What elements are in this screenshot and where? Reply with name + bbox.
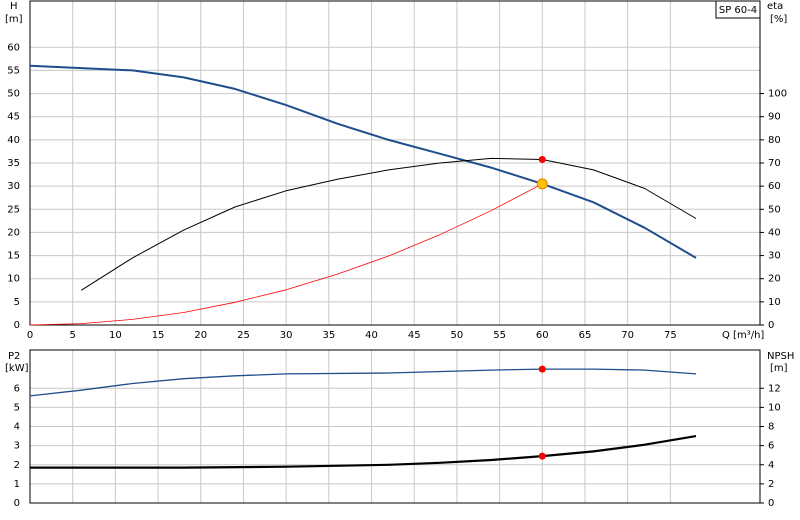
duty-point <box>538 452 546 460</box>
y-tick-label: 0 <box>14 320 20 331</box>
plot-frame <box>29 0 761 326</box>
y2-tick-label: 60 <box>768 181 781 192</box>
x-tick-label: 20 <box>194 330 207 341</box>
curve <box>29 64 697 259</box>
curve <box>30 435 697 469</box>
y-tick-label: 15 <box>7 251 20 262</box>
duty-point <box>536 178 548 190</box>
y-tick-label: 20 <box>7 227 20 238</box>
y2-tick-label: 8 <box>768 422 774 433</box>
y-label: H <box>10 1 18 12</box>
y-tick-label: 45 <box>7 112 20 123</box>
y-tick-label: 0 <box>14 498 20 509</box>
x-tick-label: 25 <box>237 330 250 341</box>
plot-frame <box>29 349 761 504</box>
x-label: Q [m³/h] <box>722 330 764 341</box>
y2-tick-label: 2 <box>768 479 774 490</box>
x-tick-label: 75 <box>664 330 677 341</box>
x-tick-label: 45 <box>408 330 421 341</box>
y-tick-label: 40 <box>7 135 20 146</box>
y-tick-label: 50 <box>7 89 20 100</box>
y-tick-label: 35 <box>7 158 20 169</box>
y-unit: [kW] <box>5 363 29 374</box>
y2-tick-label: 20 <box>768 274 781 285</box>
y-tick-label: 5 <box>14 297 20 308</box>
y2-tick-label: 12 <box>768 383 781 394</box>
y2-unit: [m] <box>770 363 788 374</box>
y2-tick-label: 30 <box>768 251 781 262</box>
y2-tick-label: 70 <box>768 158 781 169</box>
y-tick-label: 4 <box>14 422 20 433</box>
y2-tick-label: 10 <box>768 297 781 308</box>
legend-box <box>715 0 761 19</box>
x-tick-label: 5 <box>70 330 76 341</box>
y2-tick-label: 40 <box>768 227 781 238</box>
y-tick-label: 25 <box>7 204 20 215</box>
y-unit: [m] <box>5 14 23 25</box>
y2-tick-label: 100 <box>768 89 787 100</box>
y2-tick-label: 50 <box>768 204 781 215</box>
y-tick-label: 5 <box>14 402 20 413</box>
x-tick-label: 15 <box>152 330 165 341</box>
curve <box>29 183 543 326</box>
x-tick-label: 40 <box>365 330 378 341</box>
curve <box>29 368 697 397</box>
y-tick-label: 60 <box>7 42 20 53</box>
y-tick-label: 6 <box>14 383 20 394</box>
curve <box>80 157 697 291</box>
y2-unit: [%] <box>770 14 787 25</box>
y2-tick-label: 4 <box>768 460 774 471</box>
y2-tick-label: 6 <box>768 441 774 452</box>
y-tick-label: 55 <box>7 65 20 76</box>
y2-tick-label: 10 <box>768 402 781 413</box>
x-tick-label: 35 <box>322 330 335 341</box>
x-tick-label: 50 <box>451 330 464 341</box>
legend-label: SP 60-4 <box>719 5 757 16</box>
x-tick-label: 60 <box>536 330 549 341</box>
y-tick-label: 2 <box>14 460 20 471</box>
y-tick-label: 10 <box>7 274 20 285</box>
y-tick-label: 3 <box>14 441 20 452</box>
y2-tick-label: 80 <box>768 135 781 146</box>
x-tick-label: 55 <box>493 330 506 341</box>
y-label: P2 <box>8 351 20 362</box>
y2-tick-label: 0 <box>768 320 774 331</box>
y2-tick-label: 0 <box>768 498 774 509</box>
y2-label: NPSH <box>767 351 794 362</box>
y2-tick-label: 90 <box>768 112 781 123</box>
x-tick-label: 10 <box>109 330 122 341</box>
y-tick-label: 1 <box>14 479 20 490</box>
y-tick-label: 30 <box>7 181 20 192</box>
x-tick-label: 30 <box>280 330 293 341</box>
x-tick-label: 65 <box>579 330 592 341</box>
x-tick-label: 70 <box>621 330 634 341</box>
x-tick-label: 0 <box>27 330 33 341</box>
duty-point <box>538 365 546 373</box>
y2-label: eta <box>767 1 783 12</box>
duty-point <box>538 156 546 164</box>
